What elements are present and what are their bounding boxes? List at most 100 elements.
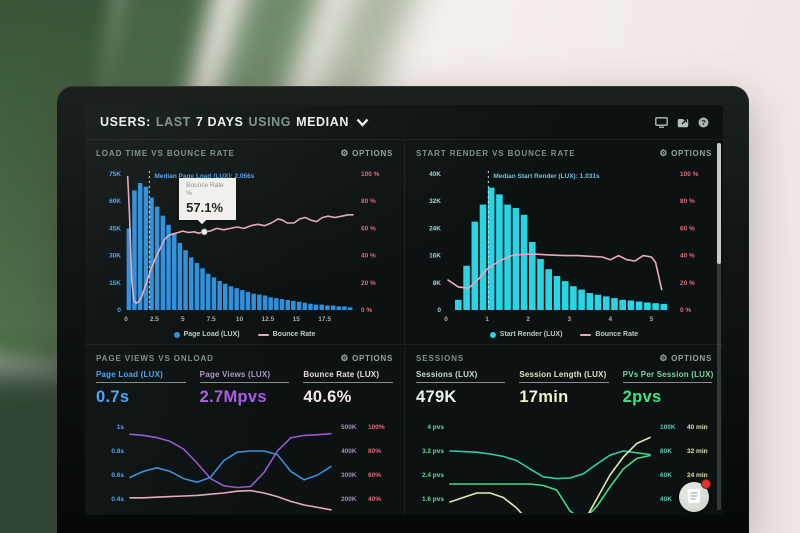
bounce-rate-tooltip: Bounce Rate % 57.1% — [179, 178, 237, 220]
svg-text:0: 0 — [124, 316, 128, 323]
legend-start-render[interactable]: Start Render (LUX) — [489, 331, 562, 338]
legend-bounce-rate[interactable]: Bounce Rate — [257, 331, 315, 338]
svg-text:60 %: 60 % — [361, 225, 376, 232]
gear-icon: ⚙ — [659, 353, 669, 363]
metric-bounce-rate: Bounce Rate (LUX) 40.6% — [303, 370, 394, 417]
svg-text:30K: 30K — [109, 253, 121, 260]
svg-text:100%: 100% — [368, 424, 385, 431]
title-median: MEDIAN — [296, 115, 349, 129]
svg-text:3: 3 — [567, 316, 571, 323]
svg-text:0.4s: 0.4s — [111, 496, 124, 503]
svg-text:15K: 15K — [109, 280, 121, 287]
legend-dot-swatch — [489, 331, 496, 338]
svg-text:40K: 40K — [660, 496, 672, 503]
legend-line-swatch — [580, 333, 592, 336]
svg-text:40 %: 40 % — [361, 253, 376, 260]
scrollbar-thumb[interactable] — [717, 143, 721, 265]
topbar-icons: ? — [655, 116, 709, 128]
svg-text:4 pvs: 4 pvs — [427, 424, 444, 431]
svg-text:80 %: 80 % — [680, 198, 695, 205]
users-range-dropdown[interactable]: USERS: LAST 7 DAYS USING MEDIAN — [100, 115, 369, 129]
options-button[interactable]: ⚙ OPTIONS — [340, 148, 393, 159]
svg-text:100 %: 100 % — [361, 171, 380, 178]
svg-text:60 %: 60 % — [680, 225, 695, 232]
dashboard-screen: USERS: LAST 7 DAYS USING MEDIAN ? — [85, 105, 723, 515]
svg-text:0: 0 — [437, 307, 441, 314]
metric-sessions: Sessions (LUX) 479K — [416, 370, 506, 417]
panel-load-time-vs-bounce-rate: LOAD TIME VS BOUNCE RATE ⚙ OPTIONS Bounce… — [85, 140, 404, 344]
svg-text:2.5: 2.5 — [150, 316, 159, 323]
svg-text:24 min: 24 min — [687, 472, 708, 479]
svg-text:1: 1 — [485, 316, 489, 323]
gear-icon: ⚙ — [340, 353, 350, 363]
svg-text:40 %: 40 % — [680, 253, 695, 260]
svg-text:60K: 60K — [660, 472, 672, 479]
svg-text:80%: 80% — [368, 448, 381, 455]
load-time-chart[interactable]: Bounce Rate % 57.1% 75K 60K 45K 30K 15K 0 100 … — [96, 162, 393, 327]
svg-text:300K: 300K — [341, 472, 357, 479]
svg-text:24K: 24K — [429, 225, 441, 232]
dashboard-topbar: USERS: LAST 7 DAYS USING MEDIAN ? — [85, 105, 723, 139]
metric-session-length: Session Length (LUX) 17min — [519, 370, 609, 417]
legend-dot-swatch — [173, 331, 180, 338]
svg-text:20 %: 20 % — [680, 280, 695, 287]
svg-text:100K: 100K — [660, 424, 676, 431]
help-icon[interactable]: ? — [698, 117, 709, 128]
svg-text:Median Page Load (LUX): 2.056s: Median Page Load (LUX): 2.056s — [154, 173, 254, 180]
page-views-onload-chart[interactable]: 1s 0.8s 0.6s 0.4s 500K 400K 300K 200K 100% 80% 60%… — [96, 417, 393, 513]
panel-grid: LOAD TIME VS BOUNCE RATE ⚙ OPTIONS Bounce… — [85, 139, 723, 515]
share-icon[interactable] — [677, 117, 689, 128]
panel-title: SESSIONS — [416, 354, 465, 363]
chat-document-icon — [688, 489, 700, 504]
svg-text:500K: 500K — [341, 424, 357, 431]
svg-text:40%: 40% — [368, 496, 381, 503]
options-button[interactable]: ⚙ OPTIONS — [340, 353, 393, 364]
tooltip-label: Bounce Rate % — [186, 182, 224, 198]
panel-title: START RENDER VS BOUNCE RATE — [416, 149, 576, 158]
svg-text:80 %: 80 % — [361, 198, 376, 205]
title-users: USERS: — [100, 115, 151, 129]
svg-text:0 %: 0 % — [361, 307, 372, 314]
svg-text:45K: 45K — [109, 225, 121, 232]
tooltip-value: 57.1% — [186, 199, 224, 215]
svg-text:100 %: 100 % — [680, 171, 699, 178]
metric-page-views: Page Views (LUX) 2.7Mpvs — [199, 370, 290, 417]
svg-text:80K: 80K — [660, 448, 672, 455]
legend: Start Render (LUX) Bounce Rate — [416, 327, 712, 342]
svg-text:0: 0 — [444, 316, 448, 323]
svg-text:2.4 pvs: 2.4 pvs — [422, 472, 444, 479]
legend-page-load[interactable]: Page Load (LUX) — [173, 331, 240, 338]
panel-title: PAGE VIEWS VS ONLOAD — [96, 354, 214, 363]
metrics-row: Page Load (LUX) 0.7s Page Views (LUX) 2.… — [96, 370, 394, 417]
options-button[interactable]: ⚙ OPTIONS — [659, 353, 712, 364]
options-button[interactable]: ⚙ OPTIONS — [659, 148, 712, 159]
chat-widget-button[interactable] — [679, 479, 711, 512]
svg-text:60K: 60K — [109, 198, 121, 205]
svg-text:0.8s: 0.8s — [111, 448, 124, 455]
svg-text:32 min: 32 min — [687, 448, 708, 455]
panel-title: LOAD TIME VS BOUNCE RATE — [96, 149, 235, 158]
svg-text:17.5: 17.5 — [318, 316, 331, 323]
start-render-chart[interactable]: 40K 32K 24K 16K 8K 0 100 % 80 % 60 % 40 % 20 % 0 % 0… — [416, 162, 712, 327]
sessions-chart[interactable]: 4 pvs 3.2 pvs 2.4 pvs 1.6 pvs 100K 80K 60K 40K 4… — [416, 417, 712, 513]
svg-text:10: 10 — [236, 316, 244, 323]
scrollbar[interactable] — [717, 143, 721, 510]
display-icon[interactable] — [655, 116, 668, 128]
svg-text:40K: 40K — [429, 171, 441, 178]
metric-page-load: Page Load (LUX) 0.7s — [96, 370, 186, 417]
svg-text:0: 0 — [117, 307, 121, 314]
svg-text:5: 5 — [650, 316, 654, 323]
panel-page-views-vs-onload: PAGE VIEWS VS ONLOAD ⚙ OPTIONS Page Load … — [85, 344, 404, 515]
svg-text:3.2 pvs: 3.2 pvs — [422, 448, 444, 455]
svg-text:5: 5 — [181, 316, 185, 323]
title-7days: 7 DAYS — [195, 115, 244, 129]
notification-badge — [701, 479, 711, 489]
svg-text:75K: 75K — [109, 171, 121, 178]
legend: Page Load (LUX) Bounce Rate — [96, 327, 393, 342]
svg-text:2: 2 — [526, 316, 530, 323]
svg-text:7.5: 7.5 — [207, 316, 216, 323]
legend-bounce-rate[interactable]: Bounce Rate — [580, 331, 638, 338]
legend-line-swatch — [257, 333, 269, 336]
svg-text:200K: 200K — [341, 496, 357, 503]
